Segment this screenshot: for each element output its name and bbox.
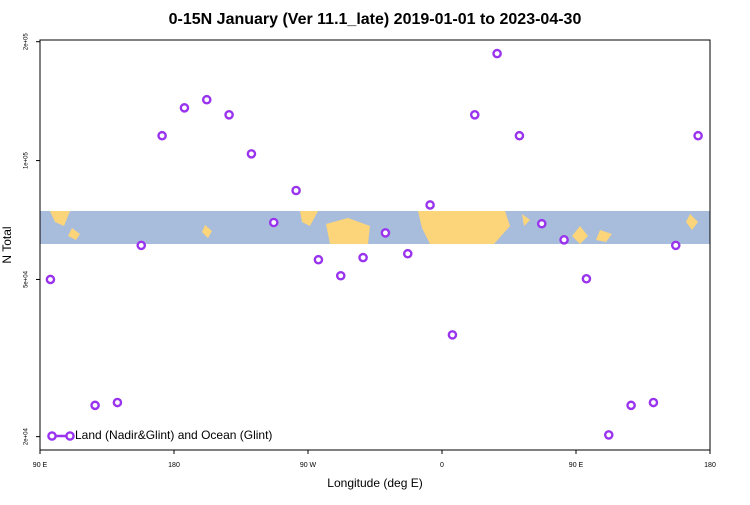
point [112,397,123,408]
y-tick-label: 2e+04 [24,428,30,446]
point [45,274,56,285]
point [246,149,257,159]
point [514,130,525,141]
map-band [40,211,710,244]
point [670,240,681,251]
point [313,254,324,265]
point [90,400,100,411]
y-axis-label: N Total [0,226,14,263]
point [693,130,703,141]
point [224,110,234,120]
x-axis-label: Longitude (deg E) [327,476,422,490]
x-tick-label: 90 W [300,462,317,469]
point [425,200,435,210]
point [179,103,190,113]
point [648,397,659,408]
point [492,48,502,59]
x-tick-label: 0 [440,462,444,469]
point [581,273,592,284]
y-tick-label: 5e+04 [24,270,30,288]
point [469,110,480,120]
ocean-band [40,211,710,244]
point [201,94,212,105]
x-tick-label: 90 E [33,462,48,469]
point [358,252,368,263]
point [559,235,569,245]
legend-label: Land (Nadir&Glint) and Ocean (Glint) [75,428,272,442]
point [626,400,636,411]
y-tick-label: 1e+05 [24,152,30,170]
plot-frame [39,39,711,451]
point [157,130,167,141]
x-tick-label: 90 E [569,462,584,469]
point [447,330,458,340]
chart-title: 0-15N January (Ver 11.1_late) 2019-01-01… [169,11,582,28]
point [380,228,391,238]
point [335,270,346,281]
point [402,248,413,259]
legend-marker [47,431,57,441]
x-tick-label: 180 [168,462,180,469]
x-tick-label: 180 [704,462,716,469]
point [268,217,279,228]
point [603,430,614,440]
point [136,240,147,251]
point [291,185,301,196]
y-tick-label: 2e+05 [24,33,30,51]
legend-marker [65,431,75,441]
point [536,218,547,229]
